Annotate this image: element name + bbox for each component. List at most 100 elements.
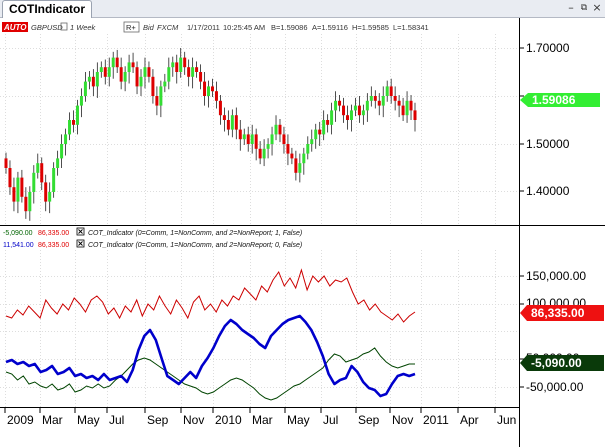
red-value-badge [520,305,604,321]
price-axis[interactable]: 1.70000 1.50000 1.40000 1.59086 [520,41,600,198]
time-label: Apr [460,413,479,427]
candle-body [342,105,346,116]
time-axis[interactable]: 2009 Mar May Jul Sep Nov 2010 Mar May Jul Sep Nov 20… [4,408,516,427]
candle-body [401,105,405,116]
candle-body [397,100,401,106]
candle-body [349,110,353,120]
candle-body [373,96,377,101]
price-tick-label: 1.50000 [526,137,570,151]
candle-body [72,120,76,125]
candle-body [127,62,131,72]
candle-body [345,115,349,120]
candle-body [218,100,222,116]
candle-body [262,148,266,159]
candle-body [294,158,298,173]
candle-body [32,172,36,192]
time-label: Sep [358,413,380,427]
time-label: 2009 [7,413,34,427]
time-label: May [77,413,100,427]
candle-body [68,120,72,135]
candle-body [107,67,111,77]
candle-body [357,105,361,116]
comm-line[interactable] [5,314,416,398]
legend-value-red: 86,335.00 [38,230,69,237]
candle-body [91,76,95,87]
noncomm-line[interactable] [5,268,416,323]
time-label: 2010 [215,413,242,427]
candle-body [40,163,44,183]
candle-body [48,192,52,202]
green-value-badge [520,355,604,371]
time-label: Jul [323,413,338,427]
candle-body [115,57,119,68]
candle-body [60,144,64,159]
time-label: 2011 [423,413,449,427]
indicator-tick-label: 150,000.00 [526,269,586,283]
candle-body [187,67,191,77]
legend-text: COT_Indicator (0=Comm, 1=NonComm, and 2=… [88,242,302,249]
nonreport-line[interactable] [5,347,415,401]
candle-body [159,86,163,106]
candle-body [44,182,48,202]
candle-body [210,86,214,92]
candle-body [207,86,211,96]
bid-value: B=1.59086 [271,23,308,32]
candle-body [56,158,60,168]
candle-body [306,144,310,154]
candle-body [310,139,314,144]
auto-badge[interactable] [2,22,28,32]
candle-body [167,67,171,82]
candle-body [143,67,147,77]
candle-body [226,120,230,130]
time-label: Jun [497,413,516,427]
candle-body [79,96,83,106]
candle-body [405,100,409,116]
candle-body [234,115,238,130]
candle-body [75,105,79,125]
r-plus-button[interactable] [123,21,140,33]
high-value: H=1.59585 [352,23,389,32]
candle-body [290,153,294,159]
candle-body [131,62,135,68]
candle-body [381,96,385,106]
candle-body [171,62,175,68]
bid-label: Bid [143,23,155,32]
low-value: L=1.58341 [393,23,429,32]
indicator-axis[interactable]: 150,000.00 100,000.00 50,000.00 -50,000.… [520,269,604,394]
title-bar: COTIndicator – ⧉ × [0,0,605,18]
close-indicator-icon [78,241,83,246]
restore-icon[interactable]: ⧉ [580,3,588,13]
candle-body [258,148,262,159]
candle-body [278,124,282,135]
indicator-legend: -5,090.00 86,335.00 COT_Indicator (0=Com… [3,227,302,249]
candle-body [175,62,179,72]
candle-body [16,177,20,202]
legend-text: COT_Indicator (0=Comm, 1=NonComm, and 2=… [88,230,302,237]
candle-body [111,57,115,68]
candle-body [28,192,32,212]
minimize-icon[interactable]: – [568,1,574,14]
candle-body [195,67,199,72]
candle-body [103,67,107,77]
candle-body [413,110,417,120]
legend-value-green: -5,090.00 [3,230,33,237]
candle-body [353,105,357,111]
candle-body [385,86,389,96]
candle-body [191,67,195,77]
candle-body [286,144,290,154]
window-title-tab[interactable]: COTIndicator [2,0,93,18]
candle-body [361,110,365,116]
time-label: Jul [109,413,124,427]
candle-body [393,96,397,101]
close-icon[interactable]: × [592,1,602,14]
close-indicator-icon [78,229,83,234]
candle-body [24,196,28,212]
price-candles[interactable] [4,48,417,221]
candle-body [254,134,258,149]
candle-body [389,86,393,96]
time-label: Mar [42,413,63,427]
candle-body [139,76,143,87]
dropdown-icon[interactable] [60,22,68,31]
